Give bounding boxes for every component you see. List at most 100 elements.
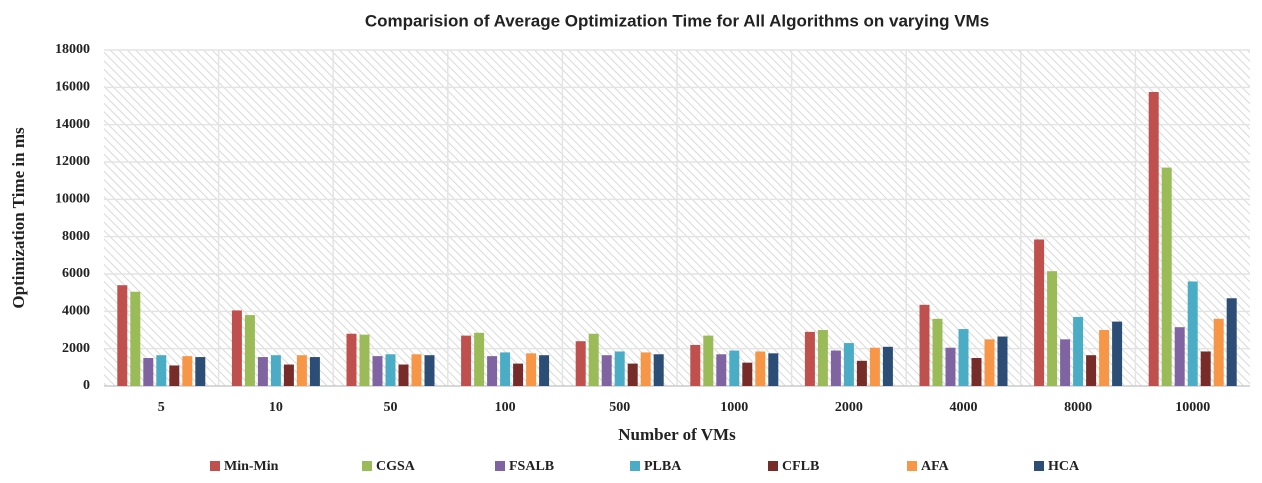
bar (1174, 327, 1185, 386)
bar (1200, 351, 1211, 386)
bar (869, 347, 880, 386)
bar (627, 363, 638, 386)
bar (244, 315, 255, 386)
bar (474, 332, 485, 386)
bar (270, 355, 281, 386)
bar (1226, 298, 1237, 386)
legend-label: CFLB (782, 459, 819, 474)
legend-label: FSALB (509, 459, 554, 474)
y-tick-label: 16000 (55, 80, 90, 95)
bar (372, 356, 383, 386)
bar (984, 339, 995, 386)
bar (768, 353, 779, 386)
bar (359, 334, 370, 386)
bar (640, 352, 651, 386)
y-tick-label: 10000 (55, 192, 90, 207)
bar (1060, 339, 1071, 386)
bar (309, 357, 320, 386)
x-tick-label: 4000 (950, 400, 978, 415)
bar (424, 355, 435, 386)
bar (346, 333, 357, 386)
bar (703, 335, 714, 386)
bar (257, 357, 268, 386)
y-tick-label: 6000 (62, 266, 90, 281)
bar (830, 350, 841, 386)
x-tick-label: 100 (495, 400, 516, 415)
x-axis-label: Number of VMs (618, 425, 736, 444)
bar (817, 330, 828, 386)
bar (919, 304, 930, 386)
y-tick-label: 8000 (62, 229, 90, 244)
x-tick-label: 1000 (720, 400, 748, 415)
bar (1086, 355, 1097, 386)
bar (804, 331, 815, 386)
bar (971, 358, 982, 386)
bar (601, 355, 612, 386)
legend-swatch (907, 461, 917, 471)
bar (487, 356, 498, 386)
bar (653, 354, 664, 386)
bar (195, 357, 206, 386)
bar (539, 355, 550, 386)
chart-title: Comparision of Average Optimization Time… (365, 11, 989, 30)
legend-label: AFA (921, 459, 950, 474)
y-axis-label: Optimization Time in ms (9, 127, 28, 309)
bar (882, 346, 893, 386)
legend-swatch (362, 461, 372, 471)
bar (130, 291, 141, 386)
bar (575, 341, 586, 386)
legend-swatch (495, 461, 505, 471)
bar (932, 318, 943, 386)
y-tick-label: 2000 (62, 341, 90, 356)
bar (1187, 281, 1198, 386)
bar (1073, 316, 1084, 386)
bar (526, 353, 537, 386)
y-tick-label: 18000 (55, 42, 90, 57)
legend-swatch (630, 461, 640, 471)
bar (729, 350, 740, 386)
bar (1161, 167, 1172, 386)
x-tick-label: 500 (609, 400, 630, 415)
legend-swatch (1034, 461, 1044, 471)
x-tick-label: 5 (158, 400, 165, 415)
bar (169, 365, 180, 386)
bar (1148, 92, 1159, 386)
bar (742, 362, 753, 386)
bar (1112, 321, 1123, 386)
x-tick-label: 10 (269, 400, 283, 415)
legend-swatch (768, 461, 778, 471)
y-tick-label: 12000 (55, 154, 90, 169)
bar (945, 347, 956, 386)
bar (143, 358, 154, 386)
bar (958, 329, 969, 386)
legend-label: Min-Min (224, 459, 279, 474)
x-tick-label: 50 (384, 400, 398, 415)
x-tick-label: 8000 (1064, 400, 1092, 415)
bar (588, 333, 599, 386)
bar (997, 336, 1008, 386)
bar (500, 352, 511, 386)
y-tick-label: 4000 (62, 304, 90, 319)
y-tick-label: 0 (83, 378, 90, 393)
bar (856, 360, 867, 386)
y-tick-label: 14000 (55, 117, 90, 132)
bar (411, 354, 422, 386)
bar (283, 364, 294, 386)
bar (690, 344, 701, 386)
bar (755, 351, 766, 386)
bar (231, 310, 242, 386)
x-tick-label: 2000 (835, 400, 863, 415)
bar (461, 335, 472, 386)
bar (843, 343, 854, 386)
legend-swatch (210, 461, 220, 471)
legend-label: HCA (1048, 459, 1080, 474)
bar (385, 354, 396, 386)
bar (1213, 318, 1224, 386)
bar (182, 356, 193, 386)
bar (614, 351, 625, 386)
bar (1047, 271, 1058, 386)
legend-label: PLBA (644, 459, 682, 474)
bar (1034, 239, 1045, 386)
bar (156, 355, 167, 386)
